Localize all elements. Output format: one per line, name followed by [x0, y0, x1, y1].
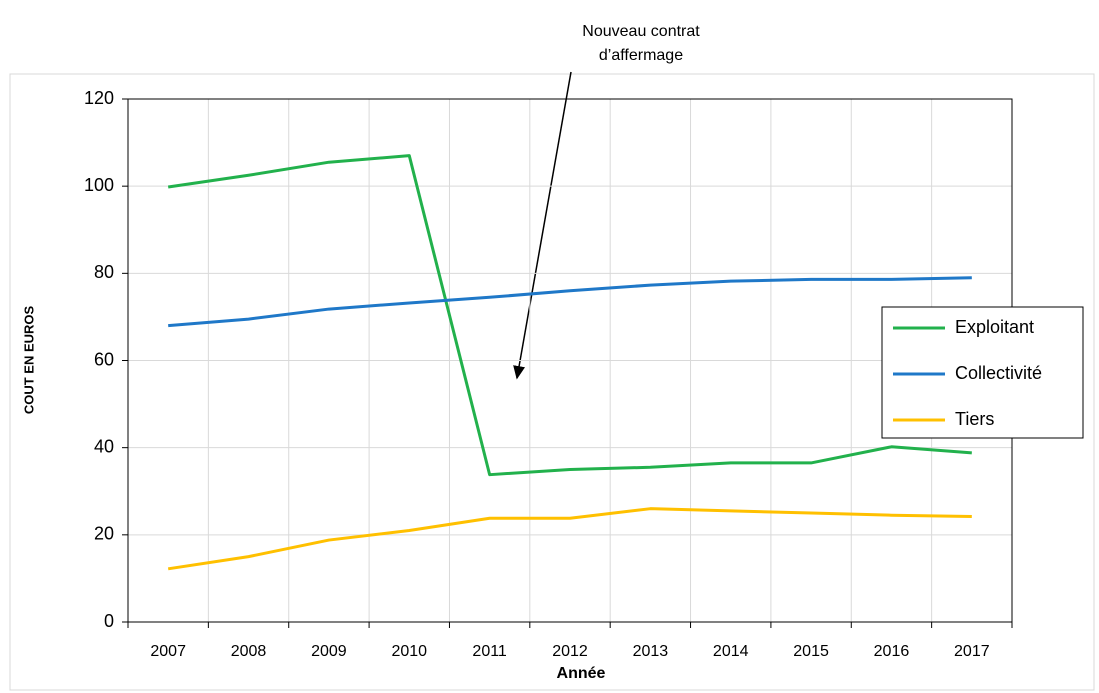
x-tick-label: 2013: [633, 643, 669, 660]
x-tick-label: 2015: [793, 643, 829, 660]
y-tick-label: 0: [104, 611, 114, 631]
chart-frame: [9, 73, 1095, 691]
x-tick-label: 2011: [472, 643, 507, 660]
annotation: Nouveau contrat: [582, 23, 700, 40]
y-tick-label: 100: [84, 175, 114, 195]
series-line: [168, 276, 972, 328]
legend-label: Exploitant: [955, 317, 1034, 337]
series-line: [167, 154, 972, 477]
annotation: d’affermage: [599, 47, 683, 64]
y-tick-label: 40: [94, 436, 114, 456]
y-tick-label: 120: [84, 88, 114, 108]
x-tick-label: 2014: [713, 643, 749, 660]
annotation-arrow: [513, 71, 572, 380]
x-tick-label: 2012: [552, 643, 588, 660]
legend-label: Tiers: [955, 409, 994, 429]
series-line: [167, 507, 972, 571]
x-axis-label: Année: [557, 665, 606, 682]
x-tick-label: 2007: [150, 643, 186, 660]
legend-label: Collectivité: [955, 363, 1042, 383]
x-tick-label: 2009: [311, 643, 347, 660]
x-tick-label: 2008: [231, 643, 267, 660]
x-tick-label: 2017: [954, 643, 990, 660]
x-tick-label: 2010: [391, 643, 427, 660]
x-tick-label: 2016: [874, 643, 910, 660]
y-axis-label: COUT EN EUROS: [21, 306, 36, 415]
y-tick-label: 80: [94, 262, 114, 282]
y-tick-label: 60: [94, 349, 114, 369]
y-tick-label: 20: [94, 524, 114, 544]
